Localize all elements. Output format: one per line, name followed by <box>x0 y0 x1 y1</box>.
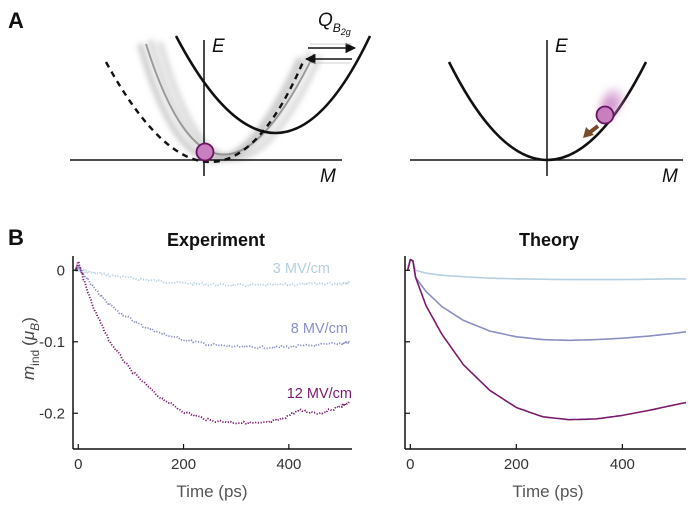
ylabel-unit-open: ( <box>19 340 38 346</box>
parabola-ghost-sharp <box>145 43 315 156</box>
phonon-label: QB2g <box>318 10 351 37</box>
theory-series-1-line <box>406 258 686 281</box>
theory-x-tick-label: 400 <box>610 456 635 473</box>
phonon-label-subsub: 2g <box>340 27 351 37</box>
experiment-plot: Experiment 0 -0.1 -0.2 0 200 400 Time (ps) 3… <box>39 230 352 501</box>
experiment-x-tick-label: 400 <box>276 456 301 473</box>
left-marble <box>195 142 215 162</box>
annotation-3mv: 3 MV/cm <box>273 261 330 277</box>
theory-title: Theory <box>519 230 579 250</box>
phonon-label-main: Q <box>318 10 333 31</box>
theory-plot: Theory 0 200 400 Time (ps) <box>404 230 687 501</box>
panel-a-right-schematic: E M <box>410 36 683 187</box>
ylabel-unit-sub: B <box>28 323 42 331</box>
panel-b-y-axis-label: mind (μB) <box>19 317 42 380</box>
experiment-series-3-line <box>74 260 351 425</box>
annotation-8mv: 8 MV/cm <box>291 321 348 337</box>
theory-x-axis-label: Time (ps) <box>512 482 583 501</box>
right-energy-label: E <box>555 36 568 57</box>
experiment-title: Experiment <box>167 230 265 250</box>
theory-y-ticks <box>405 269 410 414</box>
left-energy-label: E <box>212 36 225 57</box>
theory-series-3-line <box>406 258 687 421</box>
ylabel-unit: μ <box>19 330 38 341</box>
panel-a-letter: A <box>8 8 24 33</box>
phonon-oscillation-arrows <box>304 42 357 65</box>
experiment-x-tick-label: 200 <box>171 456 196 473</box>
experiment-series-group <box>74 260 351 425</box>
annotation-12mv: 12 MV/cm <box>287 386 352 402</box>
roll-direction-arrow <box>583 124 600 138</box>
experiment-x-tick-label: 0 <box>74 456 82 473</box>
ylabel-main: m <box>19 366 38 380</box>
panel-a-left-schematic: E M QB2g <box>70 10 372 187</box>
ylabel-sub: ind <box>28 350 42 366</box>
experiment-series-1-line <box>74 268 351 288</box>
ylabel-unit-close: ) <box>19 317 38 323</box>
experiment-x-axis-label: Time (ps) <box>176 482 247 501</box>
right-magnetization-label: M <box>662 166 678 187</box>
experiment-y-tick-label: -0.2 <box>39 405 65 422</box>
panel-b-letter: B <box>8 225 24 250</box>
experiment-x-ticks: 0 200 400 <box>74 444 301 473</box>
phonon-label-sub: B <box>333 21 341 35</box>
theory-series-group <box>406 258 687 421</box>
experiment-y-tick-label: 0 <box>57 262 65 279</box>
theory-series-2-line <box>406 258 687 342</box>
left-magnetization-label: M <box>320 166 336 187</box>
right-marble <box>595 105 615 125</box>
experiment-y-ticks: 0 -0.1 -0.2 <box>39 262 78 422</box>
experiment-y-tick-label: -0.1 <box>39 334 65 351</box>
theory-x-tick-label: 200 <box>504 456 529 473</box>
theory-x-tick-label: 0 <box>406 456 414 473</box>
parabola-displaced-solid <box>174 35 372 135</box>
theory-x-ticks: 0 200 400 <box>406 444 635 473</box>
